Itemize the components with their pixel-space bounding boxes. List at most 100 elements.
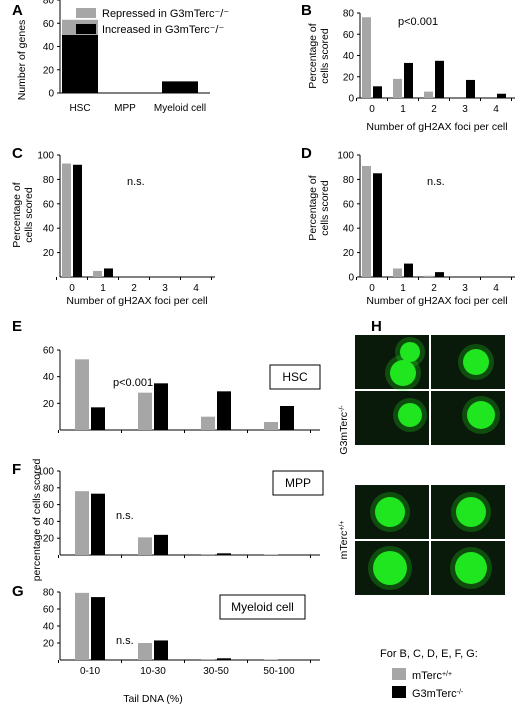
bar-black (91, 407, 105, 430)
y-tick-label: 0 (48, 89, 54, 100)
bar-black (154, 640, 168, 660)
x-tick-label: 2 (131, 283, 137, 294)
box-label: MPP (285, 476, 311, 490)
annotation: p<0.001 (113, 377, 153, 389)
y-tick-label: 60 (43, 500, 55, 511)
legend-label-mterc: mTerc+/+ (412, 670, 452, 682)
y-tick-label: 60 (43, 605, 55, 616)
panel-letter-g: G (12, 583, 24, 600)
y-tick-label: 0 (348, 94, 354, 105)
y-tick-label: 60 (43, 346, 55, 357)
y-tick-label: 20 (343, 248, 355, 259)
bar-gray (393, 268, 402, 277)
bar-black (154, 383, 168, 430)
legend-swatch-increased (76, 24, 96, 34)
annotation: p<0.001 (398, 16, 438, 28)
nucleus (467, 401, 495, 429)
y-tick-label: 20 (43, 534, 55, 545)
nucleus (463, 349, 489, 375)
bar-black (373, 173, 382, 277)
bar-gray (201, 416, 215, 430)
bar-gray (201, 659, 215, 660)
x-tick-label: HSC (69, 103, 90, 114)
y-tick-label: 20 (43, 65, 55, 76)
y-axis-label: Percentage of (11, 182, 23, 247)
y-tick-label: 60 (343, 30, 355, 41)
bar-gray (93, 270, 102, 277)
annotation: n.s. (427, 176, 445, 188)
x-tick-label: 50-100 (263, 666, 295, 677)
y-tick-label: 40 (43, 224, 55, 235)
legend-label-increased: Increased in G3mTerc⁻/⁻ (102, 24, 224, 36)
panel-letter-a: A (12, 2, 23, 19)
y-tick-label: 20 (43, 639, 55, 650)
bar-gray (138, 392, 152, 430)
x-tick-label: 0-10 (80, 666, 100, 677)
panel-a: A 0 20 40 60 80 HSC MPP Myeloid cell Number of ge… (12, 0, 229, 114)
y-tick-label: 20 (343, 72, 355, 83)
panel-letter-b: B (301, 2, 312, 19)
panel-letter-d: D (301, 145, 312, 162)
x-tick-label: 0 (69, 283, 75, 294)
box-label-frame (269, 364, 321, 390)
bar-gray (75, 491, 89, 555)
x-tick-label: 4 (493, 283, 499, 294)
bar-black (466, 79, 475, 98)
nucleus (398, 403, 422, 427)
nucleus (390, 360, 416, 386)
bar-black (404, 62, 413, 98)
y-tick-label: 40 (43, 42, 55, 53)
bar-gray (62, 163, 71, 277)
panel-g: G 20 40 60 80 0-10 10-30 30-50 50-100 Tail DNA (%… (12, 583, 320, 705)
panel-b: B 0 20 40 60 80 0 1 2 3 4 Number of gH2AX foci per … (301, 2, 515, 133)
y-tick-label: 20 (43, 248, 55, 259)
x-tick-label: 3 (462, 283, 468, 294)
y-axis-label: Percentage of (307, 23, 319, 88)
bar-black (435, 60, 444, 98)
row-label-mterc: mTerc+/+ (338, 521, 350, 560)
y-tick-label: 80 (43, 175, 55, 186)
bar-black (280, 406, 294, 430)
x-tick-label: 0 (369, 104, 375, 115)
y-axis-label: cells scored (319, 180, 331, 236)
x-tick-label: 4 (493, 104, 499, 115)
x-tick-label: 30-50 (203, 666, 229, 677)
y-axis-label: percentage of cells scored (31, 459, 43, 582)
x-axis-label: Number of gH2AX foci per cell (366, 121, 507, 133)
bar-black (73, 164, 82, 277)
x-tick-label: Myeloid cell (154, 103, 206, 114)
bar-gray (75, 592, 89, 660)
bar-gray (264, 422, 278, 430)
x-axis-label: Number of gH2AX foci per cell (366, 295, 507, 307)
x-tick-label: 2 (431, 104, 437, 115)
y-tick-label: 40 (343, 51, 355, 62)
bottom-legend-title: For B, C, D, E, F, G: (380, 648, 478, 660)
annotation: n.s. (127, 176, 145, 188)
panel-h: H G3mTerc-/- mTerc+/+ (338, 318, 505, 595)
y-tick-label: 80 (43, 588, 55, 599)
x-tick-label: 1 (100, 283, 106, 294)
legend-label-g3mterc: G3mTerc-/- (412, 688, 464, 700)
bar-gray (424, 275, 433, 277)
bar-gray (201, 554, 215, 555)
box-label: HSC (282, 370, 308, 384)
row-label-g3mterc: G3mTerc-/- (338, 405, 350, 455)
x-tick-label: 2 (431, 283, 437, 294)
panel-e: E 20 40 60 p<0.001 HSC (12, 318, 321, 433)
x-tick-label: 3 (162, 283, 168, 294)
bar-black (217, 391, 231, 430)
nucleus (373, 551, 407, 585)
bar-black (62, 34, 98, 93)
x-axis-label: Tail DNA (%) (123, 693, 183, 705)
y-tick-label: 40 (343, 224, 355, 235)
y-tick-label: 40 (43, 372, 55, 383)
micrograph-grid (355, 335, 505, 595)
y-tick-label: 100 (337, 151, 354, 162)
nucleus (456, 497, 486, 527)
y-tick-label: 20 (43, 399, 55, 410)
bar-gray (138, 643, 152, 660)
